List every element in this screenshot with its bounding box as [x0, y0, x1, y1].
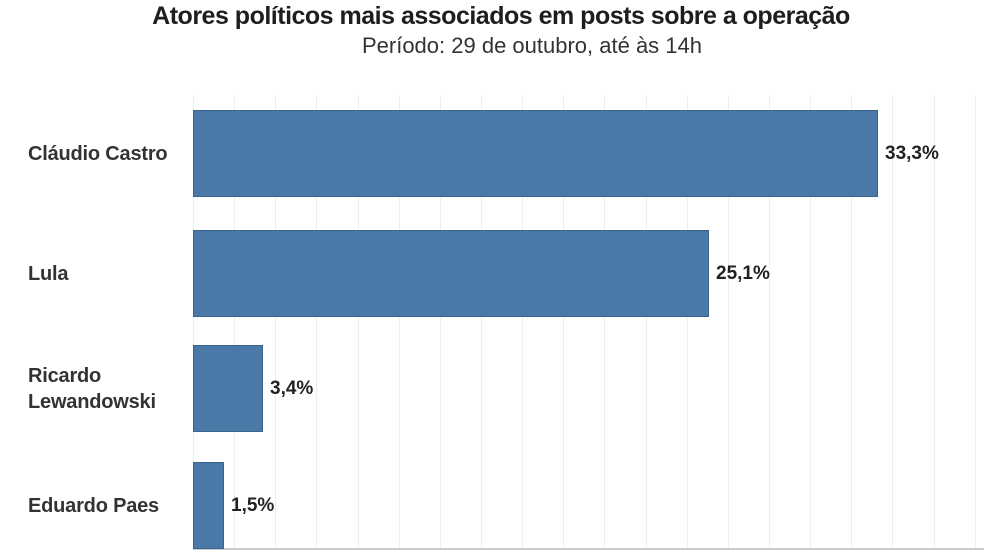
- value-label: 33,3%: [885, 142, 939, 164]
- chart-subtitle: Período: 29 de outubro, até às 14h: [361, 33, 703, 58]
- gridline: [727, 95, 729, 549]
- bar: [193, 110, 878, 197]
- gridline: [933, 95, 935, 549]
- gridline: [810, 95, 812, 549]
- gridline: [563, 95, 565, 549]
- category-label: Cláudio Castro: [28, 142, 168, 165]
- gridline: [275, 95, 277, 549]
- gridline: [522, 95, 524, 549]
- category-label: Eduardo Paes: [28, 494, 159, 517]
- gridline: [768, 95, 770, 549]
- gridline: [316, 95, 318, 549]
- gridline: [398, 95, 400, 549]
- bar: [193, 462, 224, 549]
- gridline: [892, 95, 894, 549]
- category-label: Ricardo Lewandowski: [28, 364, 156, 413]
- gridline: [234, 95, 236, 549]
- gridline: [686, 95, 688, 549]
- value-label: 1,5%: [231, 494, 275, 516]
- category-label: Lula: [28, 262, 69, 285]
- gridline: [851, 95, 853, 549]
- bar: [193, 345, 263, 432]
- bar: [193, 230, 709, 317]
- gridline: [357, 95, 359, 549]
- gridline: [645, 95, 647, 549]
- gridline: [439, 95, 441, 549]
- x-axis-line: [193, 548, 984, 550]
- gridline: [604, 95, 606, 549]
- gridline: [193, 95, 194, 549]
- gridline: [480, 95, 482, 549]
- chart-title: Atores políticos mais associados em post…: [152, 2, 850, 30]
- value-label: 3,4%: [270, 377, 314, 399]
- gridline: [974, 95, 976, 549]
- value-label: 25,1%: [716, 262, 770, 284]
- plot-area: Cláudio Castro 33,3% Lula 25,1% Ricardo Lewa…: [0, 95, 984, 553]
